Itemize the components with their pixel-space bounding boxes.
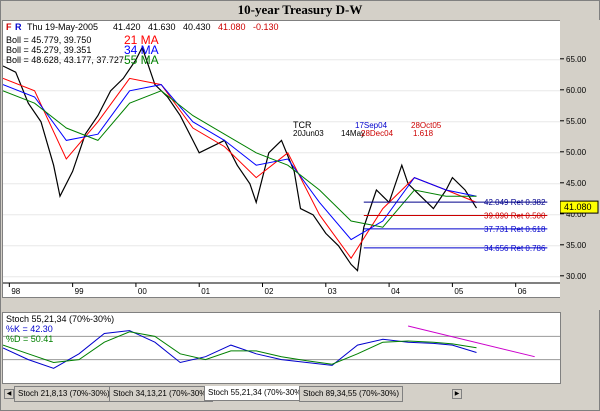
price-scale[interactable]: 30.00 35.00 40.00 45.00 50.00 55.00 60.00 65.00…	[560, 20, 600, 310]
tab-stoch-55[interactable]: Stoch 55,21,34 (70%-30%)	[204, 386, 309, 401]
price-panel[interactable]: 42.049 Ret 0.382 39.890 Ret 0.500 37.731 R…	[2, 20, 561, 298]
ma-line-21-MA	[2, 77, 477, 260]
x-tick-label: 05	[454, 287, 463, 296]
r-label[interactable]: R	[15, 22, 22, 32]
stoch-k-value: %K = 42.30	[6, 324, 53, 334]
ma34-legend: 34 MA	[124, 43, 159, 57]
stoch-trendline	[407, 325, 535, 358]
x-tick-label: 03	[328, 287, 337, 296]
x-tick-label: 02	[265, 287, 274, 296]
ma-line-55-MA	[2, 90, 477, 228]
price-line	[2, 45, 478, 272]
ma21-legend: 21 MA	[124, 33, 159, 47]
tab-stoch-34[interactable]: Stoch 34,13,21 (70%-30%)	[109, 386, 214, 402]
last-price-label: 41.080	[564, 202, 592, 212]
red-date-annotation: 28Dec04	[361, 129, 394, 138]
may-date: 14May	[341, 129, 365, 138]
boll1-legend: Boll = 45.779, 39.750	[6, 35, 91, 45]
boll2-legend: Boll = 45.279, 39.351	[6, 45, 91, 55]
header-low: 40.430	[183, 22, 211, 32]
boll3-legend: Boll = 48.628, 43.177, 37.727	[6, 55, 124, 65]
indicator-tabs: ◀ Stoch 21,8,13 (70%-30%) Stoch 34,13,21…	[2, 385, 598, 403]
oct-date-annotation: 28Oct05	[411, 121, 442, 130]
y-tick-label: 35.00	[566, 241, 587, 250]
x-tick-label: 99	[75, 287, 84, 296]
scroll-right-icon[interactable]: ▶	[452, 389, 462, 399]
header-close: 41.080	[218, 22, 246, 32]
stochastic-panel[interactable]: Stoch 55,21,34 (70%-30%) %K = 42.30 %D =…	[2, 312, 561, 384]
blue-date-annotation: 17Sep04	[355, 121, 388, 130]
retracement-label: 37.731 Ret 0.618	[484, 225, 546, 234]
fib-1618-label: 1.618	[413, 129, 434, 138]
stoch-d-value: %D = 50.41	[6, 334, 53, 344]
stochastic-chart[interactable]: Stoch 55,21,34 (70%-30%) %K = 42.30 %D =…	[2, 313, 560, 383]
x-tick-label: 00	[138, 287, 147, 296]
stoch-title: Stoch 55,21,34 (70%-30%)	[6, 314, 114, 324]
retracement-label: 39.890 Ret 0.500	[484, 211, 546, 220]
header-change: -0.130	[253, 22, 279, 32]
chart-title: 10-year Treasury D-W	[237, 2, 363, 17]
ma-line-34-MA	[2, 84, 477, 241]
price-chart[interactable]: 42.049 Ret 0.382 39.890 Ret 0.500 37.731 R…	[2, 21, 560, 297]
x-tick-label: 04	[391, 287, 400, 296]
y-tick-label: 40.00	[566, 210, 587, 219]
tab-stoch-89[interactable]: Stoch 89,34,55 (70%-30%)	[299, 386, 404, 402]
stoch-d-line	[2, 331, 477, 365]
y-tick-label: 30.00	[566, 272, 587, 281]
scroll-left-icon[interactable]: ◀	[4, 389, 14, 399]
last-price-tag	[560, 200, 599, 214]
y-tick-label: 65.00	[566, 55, 587, 64]
header-open: 41.420	[113, 22, 141, 32]
header-high: 41.630	[148, 22, 176, 32]
retracement-label: 34.656 Ret 0.786	[484, 244, 546, 253]
tcr-date: 20Jun03	[293, 129, 324, 138]
header-date: Thu 19-May-2005	[27, 22, 98, 32]
x-tick-label: 01	[201, 287, 210, 296]
x-tick-label: 06	[518, 287, 527, 296]
y-tick-label: 60.00	[566, 86, 587, 95]
retracement-label: 42.049 Ret 0.382	[484, 198, 546, 207]
x-tick-label: 98	[11, 287, 20, 296]
stoch-k-line	[2, 330, 477, 369]
tab-stoch-21[interactable]: Stoch 21,8,13 (70%-30%)	[14, 386, 114, 402]
ma55-legend: 55 MA	[124, 53, 159, 67]
y-tick-label: 50.00	[566, 148, 587, 157]
y-tick-label: 55.00	[566, 117, 587, 126]
y-tick-label: 45.00	[566, 179, 587, 188]
f-label[interactable]: F	[6, 22, 12, 32]
tcr-label: TCR	[293, 120, 312, 130]
